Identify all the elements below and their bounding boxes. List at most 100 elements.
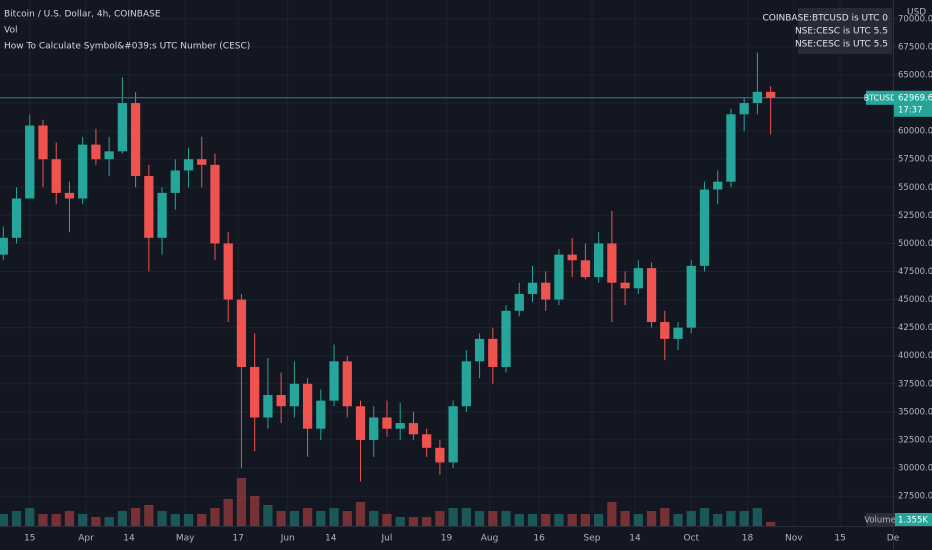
volume-pane [0,478,776,526]
candle-body [170,170,180,193]
y-tick-label: 27500.00 [898,492,932,502]
x-tick-label: Oct [683,534,699,544]
volume-bar [699,508,710,526]
volume-bar [660,508,670,526]
candle-body [620,282,630,289]
y-tick-label: 35000.00 [898,407,932,417]
volume-bar [25,508,35,526]
indicator-label: How To Calculate Symbol&#039;s UTC Numbe… [4,42,250,52]
y-tick-label: 37500.00 [898,379,932,389]
volume-bar [355,502,366,526]
volume-bar [78,514,88,526]
candle-body [395,423,405,429]
volume-bar [474,511,485,526]
candles [0,52,893,482]
candle-body [183,159,194,171]
candle-body [130,103,141,177]
volume-bar [302,508,313,526]
candle-body [250,366,260,418]
x-tick-label: Jun [280,534,295,544]
candle-body [713,181,723,190]
info-line: NSE:CESC is UTC 5.5 [795,27,888,37]
y-tick-label: 40000.00 [898,351,932,361]
x-tick-label: 18 [742,534,754,544]
volume-bar [0,514,8,526]
x-tick-label: Sep [584,534,601,544]
info-line: COINBASE:BTCUSD is UTC 0 [762,14,888,24]
x-tick-label: 19 [441,534,453,544]
candle-body [633,268,643,289]
y-tick-label: 70000.00 [898,14,932,24]
symbol-label: BTCUSD [864,93,897,102]
volume-bar [765,521,776,526]
candle-body [435,447,445,463]
volume-bar [435,511,445,526]
y-tick-label: 52500.00 [898,211,932,221]
volume-bar [726,511,736,526]
candle-body [686,265,696,328]
price-tag [894,90,932,117]
candle-body [369,417,379,440]
candle-body [527,282,538,294]
candle-body [726,114,736,182]
x-tick-label: 17 [232,534,243,544]
candle-body [355,406,366,440]
volume-bar [395,517,405,526]
candle-body [699,189,710,266]
volume-bar [501,511,511,526]
x-tick-label: Jul [381,534,393,544]
y-tick-label: 45000.00 [898,295,932,305]
candle-body [0,237,8,255]
candle-body [64,192,75,199]
volume-bar [104,517,114,526]
indicator-label: Vol [4,26,17,36]
candle-body [580,260,591,278]
volume-bar [276,511,286,526]
candle-body [739,103,749,115]
volume-bar [250,496,260,526]
volume-bar [11,511,22,526]
volume-bar [594,514,604,526]
volume-tag [866,513,895,526]
volume-bar [170,514,180,526]
countdown: 17:37 [898,105,923,115]
candle-body [501,310,511,367]
axes: 27500.00 30000.00 32500.00 35000.00 37500.00… [24,14,932,544]
volume-bar [422,517,432,526]
candle-body [474,338,485,362]
candle-body [448,406,458,463]
y-tick-label: 65000.00 [898,70,932,80]
candle-body [422,434,432,448]
y-tick-label: 32500.00 [898,435,932,445]
candle-body [144,176,154,238]
volume-bar [541,514,551,526]
candle-body [660,322,670,339]
volume-bar [752,508,763,526]
volume-bar [183,514,194,526]
volume-bar [514,514,524,526]
candle-body [488,338,498,367]
candle-body [541,282,551,300]
volume-bar [91,517,101,526]
candle-body [408,423,419,435]
volume-bar [369,511,379,526]
candle-body [514,293,524,311]
candle-body [11,198,22,238]
candle-body [289,383,299,407]
volume-bar [567,514,577,526]
candle-body [104,151,114,160]
candle-body [382,417,392,429]
x-tick-label: 15 [834,534,845,544]
candle-body [329,361,339,401]
candle-body [78,144,88,199]
volume-bar [686,511,696,526]
volume-bar [210,508,220,526]
candle-body [302,383,313,429]
volume-bar [382,514,392,526]
volume-bar [713,514,723,526]
volume-bar [197,514,207,526]
volume-value-tag [895,513,932,526]
candle-body [765,91,776,98]
volume-value: 1.355K [898,516,928,526]
volume-bar [607,502,617,526]
